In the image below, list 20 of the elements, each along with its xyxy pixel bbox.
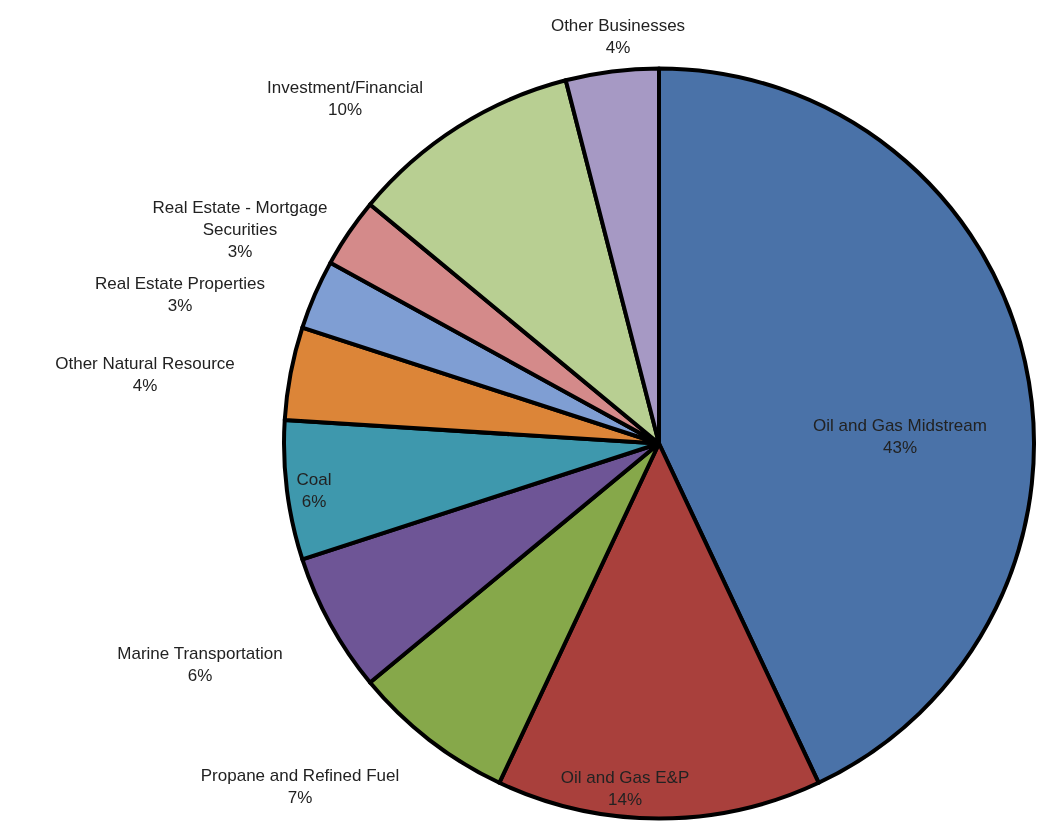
slice-label: Marine Transportation — [117, 644, 283, 664]
slice-label: Other Natural Resource — [55, 354, 235, 374]
slice-label: Propane and Refined Fuel — [200, 766, 400, 786]
data-label: 4% — [605, 38, 631, 58]
slice-label: Oil and Gas E&P — [560, 768, 690, 788]
slice-label: Oil and Gas Midstream — [813, 416, 987, 436]
data-label: 43% — [882, 438, 918, 458]
data-label: 3% — [167, 296, 193, 316]
slice-label: Investment/Financial — [267, 78, 423, 98]
data-label: 6% — [187, 666, 213, 686]
slice-label: Other Businesses — [550, 16, 686, 36]
data-label: 4% — [132, 376, 158, 396]
data-label: 3% — [227, 242, 253, 262]
data-label: 6% — [301, 492, 327, 512]
data-label: 10% — [327, 100, 363, 120]
data-label: 7% — [287, 788, 313, 808]
slice-label: Coal — [296, 470, 332, 490]
data-label: 14% — [607, 790, 643, 810]
slice-label: Real Estate - Mortgage Securities — [152, 198, 328, 240]
slice-label: Real Estate Properties — [94, 274, 266, 294]
